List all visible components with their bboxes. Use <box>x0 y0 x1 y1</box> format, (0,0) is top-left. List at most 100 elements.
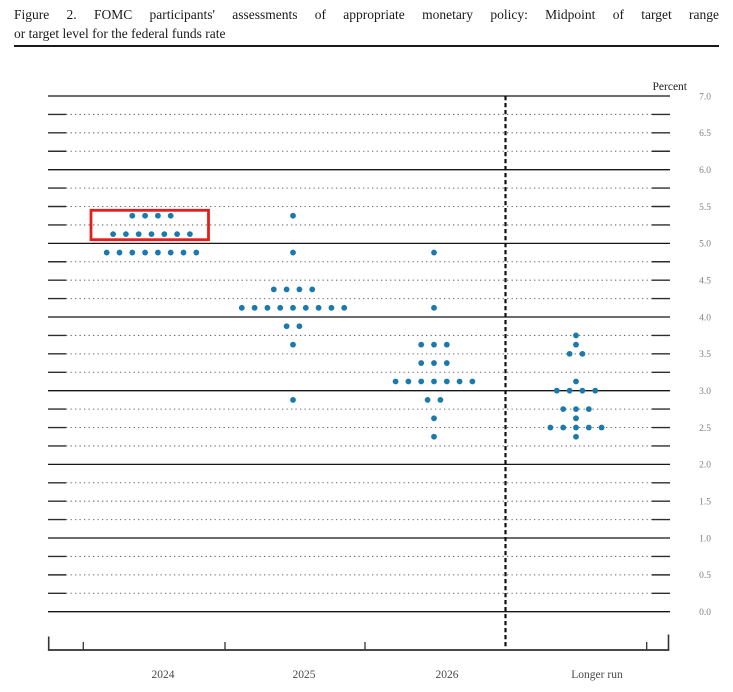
projection-dot <box>560 406 567 413</box>
projection-dot <box>418 378 425 385</box>
projection-dot <box>110 231 116 238</box>
projection-dot <box>309 286 316 293</box>
projection-dot <box>142 249 149 256</box>
projection-dot <box>431 378 437 385</box>
projection-dot <box>167 249 174 256</box>
projection-dot <box>431 341 437 348</box>
projection-dot <box>579 350 586 357</box>
projection-dot <box>547 424 554 431</box>
projection-dot <box>290 212 296 219</box>
projection-dot <box>424 396 431 403</box>
projection-dot <box>193 249 200 256</box>
projection-dot <box>155 249 161 256</box>
projection-dot <box>431 415 437 422</box>
y-axis-tick-label: 1.5 <box>699 497 711 507</box>
y-axis-tick-label: 0.0 <box>699 608 711 618</box>
projection-dot <box>123 231 129 238</box>
projection-dot <box>405 378 412 385</box>
projection-dot <box>174 231 181 238</box>
projection-dot <box>341 304 348 311</box>
y-axis-tick-label: 5.5 <box>699 203 711 213</box>
y-axis-tick-label: 6.5 <box>699 129 711 139</box>
y-axis-tick-label: 4.5 <box>699 276 711 286</box>
projection-dot <box>135 231 142 238</box>
projection-dot <box>418 341 425 348</box>
projection-dot <box>573 415 579 422</box>
y-axis-tick-label: 6.0 <box>699 166 711 176</box>
y-axis-tick-label: 2.5 <box>699 424 711 434</box>
y-axis-tick-label: 7.0 <box>699 92 711 102</box>
projection-dot <box>598 424 605 431</box>
projection-dot <box>553 387 560 394</box>
projection-dot <box>573 406 579 413</box>
projection-dot <box>418 360 425 366</box>
projection-dot <box>469 378 476 385</box>
projection-dot <box>573 424 579 431</box>
projection-dot <box>290 396 296 403</box>
figure-title: Figure 2. FOMC participants' assessments… <box>14 5 719 43</box>
projection-dot <box>290 341 296 348</box>
projection-dot <box>290 304 296 311</box>
projection-dot <box>392 378 399 385</box>
y-axis-tick-label: 3.0 <box>699 387 711 397</box>
projection-dot <box>585 406 592 413</box>
projection-dot <box>264 304 271 311</box>
projection-dot <box>328 304 335 311</box>
projection-dot <box>573 341 579 348</box>
x-axis-category-label: 2026 <box>436 669 459 681</box>
projection-dot <box>283 286 290 293</box>
projection-dot <box>129 212 136 219</box>
projection-dot <box>251 304 258 311</box>
projection-dot <box>437 396 444 403</box>
projection-dot <box>277 304 284 311</box>
projection-dot <box>290 249 296 256</box>
projection-dot <box>443 378 450 385</box>
x-axis-category-label: 2025 <box>293 669 316 681</box>
projection-dot <box>167 212 174 219</box>
title-rule <box>14 45 719 48</box>
x-axis-category-label: 2024 <box>152 669 175 681</box>
projection-dot <box>155 212 161 219</box>
projection-dot <box>566 350 573 357</box>
projection-dot <box>560 424 567 431</box>
projection-dot <box>296 323 303 330</box>
y-axis-tick-label: 0.5 <box>699 571 711 581</box>
projection-dot <box>585 424 592 431</box>
projection-dot <box>161 231 168 238</box>
y-axis-tick-label: 4.0 <box>699 313 711 323</box>
projection-dot <box>142 212 149 219</box>
y-axis-tick-label: 2.0 <box>699 461 711 471</box>
y-axis-tick-label: 5.0 <box>699 240 711 250</box>
projection-dot <box>592 387 599 394</box>
projection-dot <box>443 360 450 366</box>
projection-dot <box>315 304 322 311</box>
projection-dot <box>431 249 437 256</box>
highlight-box <box>89 208 210 242</box>
percent-axis-title: Percent <box>653 81 688 93</box>
projection-dot <box>302 304 309 311</box>
projection-dot <box>129 249 136 256</box>
projection-dot <box>566 387 573 394</box>
projection-dot <box>573 378 579 385</box>
projection-dot <box>579 387 586 394</box>
projection-dot <box>573 433 579 440</box>
projection-dot <box>283 323 290 330</box>
projection-dot <box>238 304 245 311</box>
projection-dot <box>116 249 123 256</box>
projection-dot <box>187 231 193 238</box>
figure-title-line2: or target level for the federal funds ra… <box>14 26 226 41</box>
projection-dot <box>431 433 437 440</box>
projection-dot <box>573 332 579 339</box>
projection-dot <box>431 304 437 311</box>
projection-dot <box>148 231 155 238</box>
projection-dot <box>103 249 110 256</box>
y-axis-tick-label: 1.0 <box>699 534 711 544</box>
projection-dot <box>443 341 450 348</box>
projection-dot <box>180 249 187 256</box>
projection-dot <box>296 286 303 293</box>
figure-title-line1: Figure 2. FOMC participants' assessments… <box>14 7 719 22</box>
y-axis-tick-label: 3.5 <box>699 350 711 360</box>
projection-dot <box>456 378 463 385</box>
